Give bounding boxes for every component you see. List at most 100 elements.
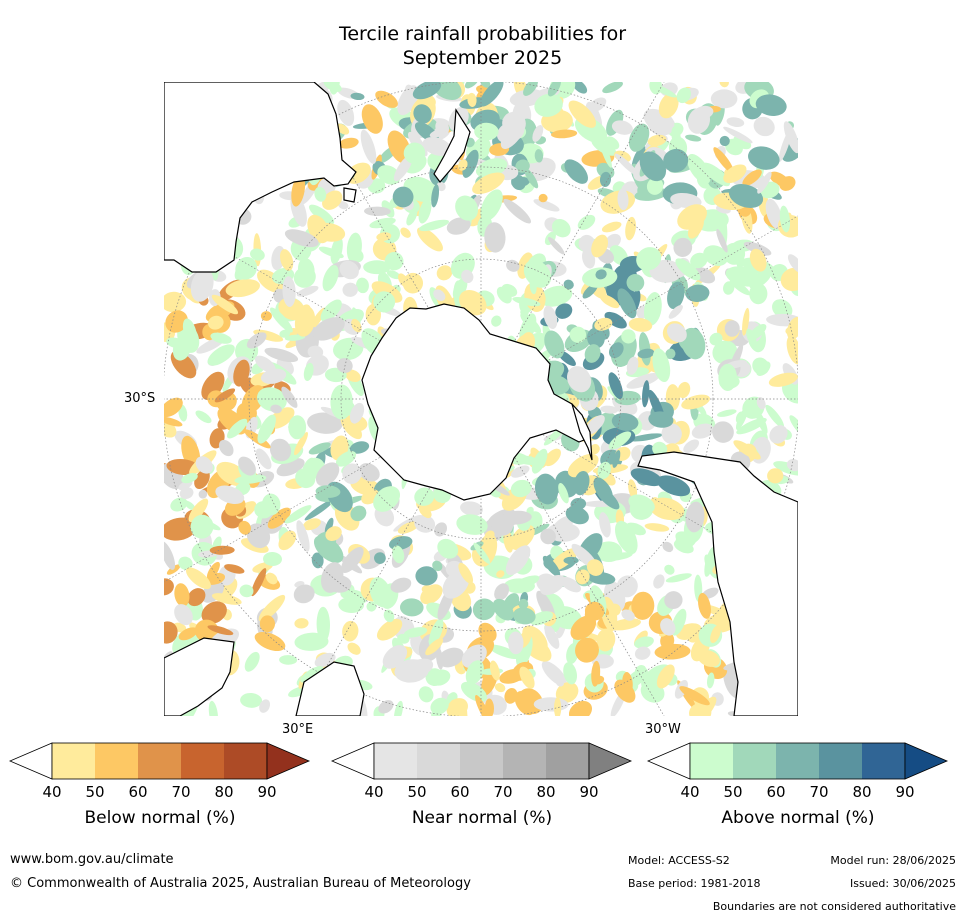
probability-patch [685,284,710,302]
base-period: Base period: 1981-2018 [628,877,761,890]
probability-patch [294,306,316,337]
probability-patch [590,443,600,455]
probability-patch [238,456,256,476]
probability-patch [660,632,675,650]
probability-patch [685,134,702,142]
probability-patch [710,624,722,644]
probability-patch [361,104,383,134]
probability-patch [284,334,306,341]
probability-patch [510,524,535,551]
probability-patch [706,672,715,689]
probability-patch [235,256,258,280]
probability-patch [195,456,213,474]
probability-patch [233,359,250,387]
probability-patch [780,267,798,292]
probability-patch [339,260,359,280]
probability-patch [238,520,251,535]
probability-patch [690,252,708,269]
probability-patch [446,217,471,235]
probability-patch [208,315,224,330]
probability-patch [178,627,198,641]
probability-patch [390,577,412,593]
probability-patch [665,573,692,583]
probability-patch [663,148,689,173]
probability-patch [518,598,529,610]
probability-patch [753,116,775,137]
antarctic-peninsula [571,403,593,461]
probability-patch [269,307,293,333]
colorbar-segment [546,743,589,779]
probability-patch [578,234,596,253]
probability-patch [506,259,520,272]
probability-patch [402,272,424,294]
probability-patch [685,501,705,533]
model-run: Model run: 28/06/2025 [830,854,956,867]
probability-patch [350,505,367,522]
probability-patch [270,404,282,414]
probability-patch [373,486,401,512]
probability-patch [617,288,637,319]
colorbar-above-normal: 40 50 60 70 80 90 [646,742,949,803]
probability-patch [568,700,593,716]
probability-patch [786,316,798,340]
probability-patch [254,631,286,652]
probability-patch [604,136,620,150]
probability-patch [500,510,532,525]
probability-patch [604,311,627,329]
probability-patch [293,266,316,288]
probability-patch [164,621,178,644]
probability-patch [555,679,565,687]
probability-patch [588,97,607,113]
probability-patch [693,105,714,120]
probability-patch [628,479,638,499]
probability-patch [626,356,639,375]
probability-patch [626,273,645,292]
near-normal-label: Near normal (%) [411,808,553,828]
probability-patch [666,323,687,343]
probability-patch [308,204,335,225]
probability-patch [789,415,798,437]
probability-patch [211,593,242,605]
probability-patch [284,505,312,524]
probability-patch [523,260,552,288]
probability-patch [433,289,446,302]
probability-patch [369,577,392,608]
probability-patch [510,575,540,591]
antarctica-coastline [361,303,590,501]
probability-patch [755,94,787,116]
probability-patch [279,249,294,271]
probability-patch [366,601,377,612]
probability-patch [190,268,214,302]
website-link[interactable]: www.bom.gov.au/climate [10,852,174,867]
probability-patch [403,627,428,638]
probability-patch [756,397,766,410]
probability-patch [743,241,772,256]
colorbar-segment [776,743,819,779]
colorbar-segment [862,743,905,779]
probability-patch [484,222,506,253]
probability-patch [628,317,653,332]
colorbar-tick-label: 90 [579,783,598,801]
probability-patch [311,552,324,569]
probability-patch [296,520,310,552]
meridian-line [521,422,798,583]
probability-patch [664,591,683,610]
probability-patch [294,432,308,456]
probability-patch [648,411,674,428]
probability-patch [492,598,514,621]
probability-patch [201,601,227,624]
probability-patch [293,584,315,604]
probability-patch [325,526,342,542]
probability-patch [543,305,558,329]
probability-patch [400,227,411,238]
probability-patch [302,518,321,531]
probability-patch [661,423,682,445]
probability-patch [594,317,613,331]
probability-patch [258,594,286,622]
probability-patch [181,473,198,484]
probability-patch [746,328,757,345]
probability-patch [356,277,369,294]
colorbar-max-extend [266,742,311,780]
coastlines [164,82,798,716]
probability-patch [491,315,502,327]
